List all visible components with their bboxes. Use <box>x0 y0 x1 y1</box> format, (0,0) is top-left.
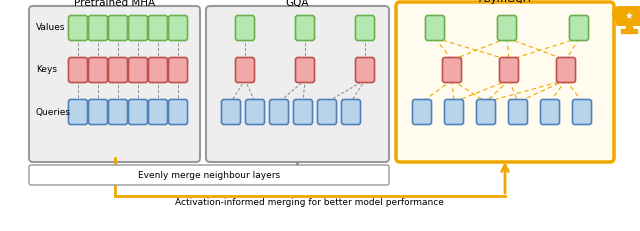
Text: Evenly merge neighbour layers: Evenly merge neighbour layers <box>138 170 280 179</box>
FancyBboxPatch shape <box>355 58 374 82</box>
Text: AsymGQA: AsymGQA <box>479 0 531 4</box>
FancyBboxPatch shape <box>509 100 527 125</box>
FancyBboxPatch shape <box>236 58 255 82</box>
Text: GQA: GQA <box>285 0 309 8</box>
FancyBboxPatch shape <box>236 15 255 40</box>
FancyBboxPatch shape <box>148 58 168 82</box>
FancyBboxPatch shape <box>68 100 88 125</box>
Bar <box>621 29 637 33</box>
Bar <box>626 24 632 29</box>
FancyBboxPatch shape <box>570 15 589 40</box>
FancyBboxPatch shape <box>396 2 614 162</box>
FancyBboxPatch shape <box>294 100 312 125</box>
Text: Keys: Keys <box>36 66 57 75</box>
Text: Pretrained MHA: Pretrained MHA <box>74 0 155 8</box>
FancyBboxPatch shape <box>445 100 463 125</box>
FancyBboxPatch shape <box>88 15 108 40</box>
FancyBboxPatch shape <box>557 58 575 82</box>
FancyBboxPatch shape <box>413 100 431 125</box>
FancyBboxPatch shape <box>29 165 389 185</box>
FancyBboxPatch shape <box>68 15 88 40</box>
FancyBboxPatch shape <box>499 58 518 82</box>
FancyBboxPatch shape <box>426 15 445 40</box>
FancyBboxPatch shape <box>168 100 188 125</box>
FancyBboxPatch shape <box>616 6 640 26</box>
FancyBboxPatch shape <box>355 15 374 40</box>
FancyBboxPatch shape <box>221 100 241 125</box>
FancyBboxPatch shape <box>29 6 200 162</box>
Text: Values: Values <box>36 24 65 33</box>
FancyBboxPatch shape <box>129 100 147 125</box>
FancyBboxPatch shape <box>109 15 127 40</box>
FancyBboxPatch shape <box>88 58 108 82</box>
FancyBboxPatch shape <box>497 15 516 40</box>
FancyBboxPatch shape <box>168 15 188 40</box>
FancyBboxPatch shape <box>168 58 188 82</box>
FancyBboxPatch shape <box>148 15 168 40</box>
FancyBboxPatch shape <box>573 100 591 125</box>
Text: Activation-informed merging for better model performance: Activation-informed merging for better m… <box>175 198 444 207</box>
FancyBboxPatch shape <box>476 100 495 125</box>
FancyBboxPatch shape <box>88 100 108 125</box>
Text: ★: ★ <box>625 11 634 21</box>
FancyBboxPatch shape <box>317 100 337 125</box>
FancyBboxPatch shape <box>442 58 461 82</box>
FancyBboxPatch shape <box>206 6 389 162</box>
FancyBboxPatch shape <box>129 58 147 82</box>
FancyBboxPatch shape <box>296 15 314 40</box>
FancyBboxPatch shape <box>68 58 88 82</box>
FancyBboxPatch shape <box>342 100 360 125</box>
FancyBboxPatch shape <box>246 100 264 125</box>
FancyBboxPatch shape <box>148 100 168 125</box>
Text: Queries: Queries <box>36 107 71 116</box>
FancyBboxPatch shape <box>109 100 127 125</box>
FancyBboxPatch shape <box>269 100 289 125</box>
FancyBboxPatch shape <box>540 100 559 125</box>
FancyBboxPatch shape <box>129 15 147 40</box>
FancyBboxPatch shape <box>296 58 314 82</box>
FancyBboxPatch shape <box>109 58 127 82</box>
